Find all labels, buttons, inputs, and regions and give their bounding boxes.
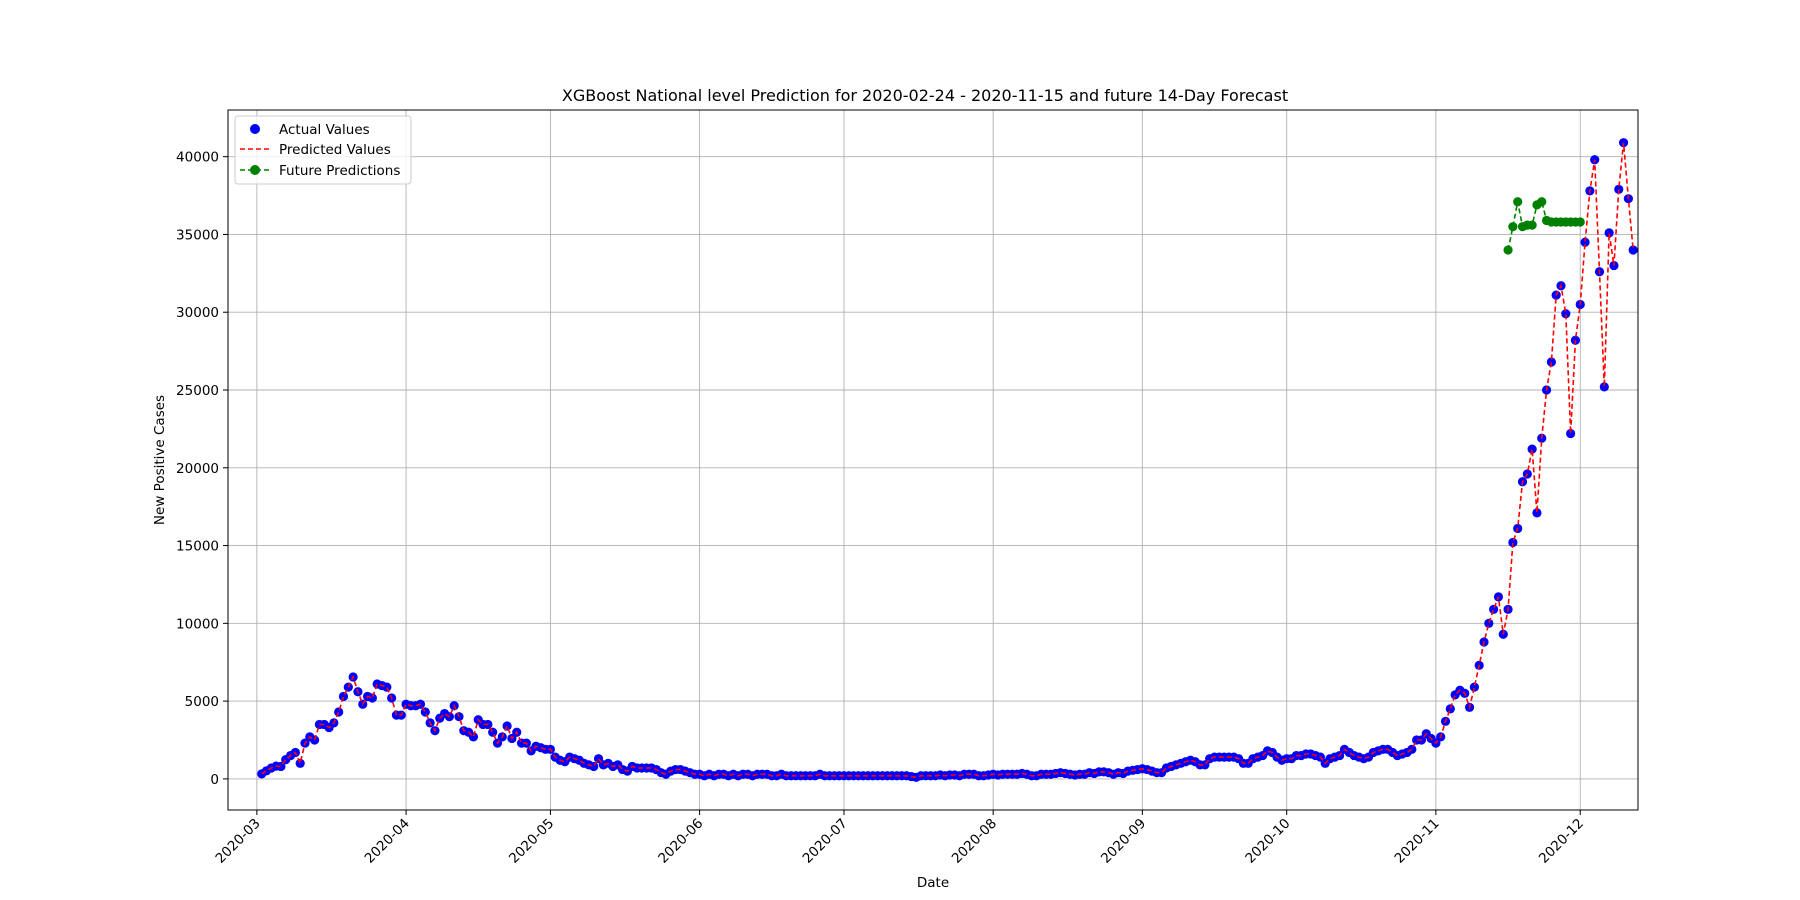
actual-point <box>1546 357 1556 367</box>
y-tick-label: 35000 <box>176 227 219 243</box>
y-tick-label: 10000 <box>176 616 219 632</box>
actual-point <box>1580 237 1590 247</box>
future-point <box>1513 197 1523 207</box>
actual-point <box>295 758 305 768</box>
actual-point <box>1445 704 1455 714</box>
y-tick-label: 25000 <box>176 383 219 399</box>
y-tick-label: 40000 <box>176 150 219 166</box>
future-point <box>1537 197 1547 207</box>
actual-point <box>1566 428 1576 439</box>
actual-point <box>367 693 377 703</box>
legend-future-marker <box>250 165 260 175</box>
predicted-line <box>261 142 1634 779</box>
actual-point <box>1599 382 1609 392</box>
chart-title: XGBoost National level Prediction for 20… <box>562 86 1288 105</box>
future-point <box>1527 220 1537 230</box>
y-tick-label: 0 <box>210 772 219 788</box>
legend-future-label: Future Predictions <box>279 163 400 179</box>
actual-point <box>310 735 320 745</box>
actual-point <box>1527 444 1537 454</box>
y-tick-label: 30000 <box>176 305 219 321</box>
legend-actual-label: Actual Values <box>279 122 370 138</box>
y-tick-label: 20000 <box>176 461 219 477</box>
actual-point <box>502 721 512 731</box>
actual-point <box>1561 309 1571 319</box>
future-point <box>1575 217 1585 227</box>
actual-point <box>420 707 430 717</box>
future-point <box>1508 222 1518 232</box>
actual-point <box>1484 618 1494 628</box>
y-tick-label: 5000 <box>185 694 219 710</box>
series-layer <box>257 138 1638 782</box>
legend: Actual Values Predicted Values Future Pr… <box>234 115 412 185</box>
actual-point <box>1532 508 1542 518</box>
actual-point <box>338 691 349 702</box>
actual-point <box>1604 228 1614 238</box>
y-axis-ticks: 0 5000 10000 15000 20000 25000 30000 35000 40000 <box>176 150 228 788</box>
legend-box <box>234 115 412 185</box>
y-tick-label: 15000 <box>176 539 219 555</box>
actual-point <box>382 682 392 692</box>
y-axis-label: New Positive Cases <box>152 395 168 525</box>
actual-point <box>1489 604 1499 614</box>
actual-point <box>589 761 599 772</box>
actual-point <box>1508 537 1518 548</box>
plot-frame <box>227 109 1639 811</box>
actual-point <box>1628 245 1638 255</box>
actual-point <box>1407 744 1417 754</box>
legend-actual-marker <box>250 124 260 134</box>
actual-point <box>1614 184 1624 194</box>
actual-point <box>334 707 344 717</box>
legend-predicted-label: Predicted Values <box>279 142 391 158</box>
actual-point <box>488 727 498 737</box>
x-axis-label: Date <box>917 875 949 891</box>
actual-point <box>1469 682 1479 692</box>
future-point <box>1503 245 1513 255</box>
